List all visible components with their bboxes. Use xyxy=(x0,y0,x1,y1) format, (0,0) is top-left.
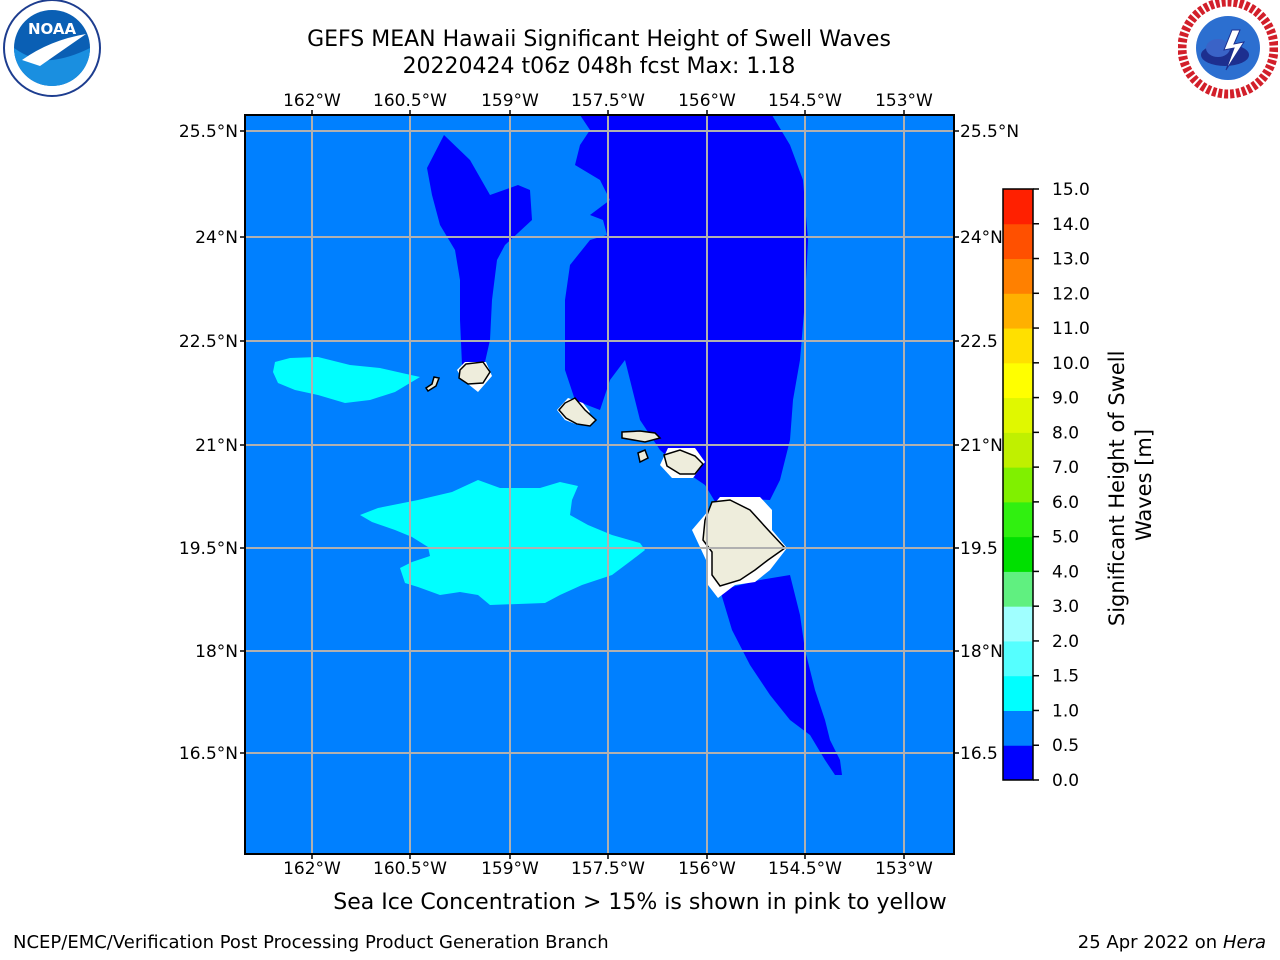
lon-label-bottom: 156°W xyxy=(678,859,736,879)
lat-label-right: 21°N xyxy=(960,436,1003,456)
colorbar-band xyxy=(1003,501,1033,538)
island-lanai xyxy=(637,449,649,464)
colorbar-tick-label: 1.0 xyxy=(1052,701,1079,721)
chart-subtitle: 20220424 t06z 048h fcst Max: 1.18 xyxy=(402,54,796,79)
colorbar-tick-label: 6.0 xyxy=(1052,493,1079,513)
chart-title: GEFS MEAN Hawaii Significant Height of S… xyxy=(307,27,891,52)
footer-host: Hera xyxy=(1222,932,1266,953)
lon-label-top: 153°W xyxy=(875,91,933,111)
island-big-island xyxy=(702,499,787,587)
colorbar-label-line2: Waves [m] xyxy=(1132,429,1156,541)
lat-label-right: 19.5 xyxy=(960,539,998,559)
lat-label-left: 21°N xyxy=(195,436,238,456)
nws-logo xyxy=(1178,0,1278,99)
lat-label-right: 25.5°N xyxy=(960,122,1019,142)
swell-band-low-south xyxy=(720,575,842,775)
lat-label-left: 19.5°N xyxy=(179,539,238,559)
colorbar-tick-label: 8.0 xyxy=(1052,423,1079,443)
lon-label-top: 154.5°W xyxy=(768,91,842,111)
colorbar-tick-label: 3.0 xyxy=(1052,597,1079,617)
colorbar-band xyxy=(1003,432,1033,468)
footer-date: 25 Apr 2022 on Hera xyxy=(1078,932,1266,953)
colorbar-tick-label: 14.0 xyxy=(1052,215,1090,235)
lat-label-right: 22.5 xyxy=(960,332,998,352)
lon-label-bottom: 159°W xyxy=(481,859,539,879)
lon-label-bottom: 160.5°W xyxy=(373,859,447,879)
colorbar-tick-label: 0.0 xyxy=(1052,771,1079,791)
island-oahu xyxy=(558,397,598,427)
lat-label-right: 24°N xyxy=(960,228,1003,248)
noaa-logo: NOAA xyxy=(3,0,101,97)
lon-label-bottom: 157.5°W xyxy=(571,859,645,879)
lon-label-bottom: 162°W xyxy=(283,859,341,879)
noaa-logo-text: NOAA xyxy=(28,20,77,38)
colorbar-band xyxy=(1003,606,1033,642)
colorbar-band xyxy=(1003,293,1033,329)
swell-band-high-west xyxy=(273,357,420,403)
colorbar-band xyxy=(1003,397,1033,433)
swell-band-high-south xyxy=(360,480,645,605)
lon-label-top: 162°W xyxy=(283,91,341,111)
colorbar-band xyxy=(1003,745,1033,781)
lon-label-top: 160.5°W xyxy=(373,91,447,111)
colorbar: 0.0 0.5 1.0 1.5 2.0 3.0 4.0 5.0 6.0 7.0 8.0 9.0 10.0… xyxy=(1002,180,1090,791)
colorbar-band xyxy=(1003,710,1033,746)
colorbar-tick-label: 9.0 xyxy=(1052,389,1079,409)
island-niihau xyxy=(424,376,441,393)
lat-label-left: 18°N xyxy=(195,642,238,662)
footer-credit: NCEP/EMC/Verification Post Processing Pr… xyxy=(13,932,609,953)
lon-label-bottom: 153°W xyxy=(875,859,933,879)
axis-tick-labels: 162°W 162°W 160.5°W 160.5°W 159°W 159°W 157.5°… xyxy=(179,91,1019,879)
footer-date-text: 25 Apr 2022 on xyxy=(1077,932,1223,953)
sea-ice-note: Sea Ice Concentration > 15% is shown in … xyxy=(333,890,947,915)
colorbar-tick-label: 1.5 xyxy=(1052,667,1079,687)
colorbar-band xyxy=(1003,258,1033,294)
colorbar-tick-label: 7.0 xyxy=(1052,458,1079,478)
island-kauai xyxy=(458,361,491,385)
colorbar-tick-label: 15.0 xyxy=(1052,180,1090,200)
colorbar-band xyxy=(1003,189,1033,225)
lon-label-top: 156°W xyxy=(678,91,736,111)
colorbar-tick-label: 5.0 xyxy=(1052,528,1079,548)
colorbar-tick-label: 4.0 xyxy=(1052,562,1079,582)
map-frame xyxy=(244,114,955,855)
swell-band-low-main xyxy=(565,115,808,505)
island-molokai xyxy=(621,430,662,443)
colorbar-band xyxy=(1003,223,1033,260)
colorbar-tick-label: 11.0 xyxy=(1052,319,1090,339)
swell-band-low-kauai-north xyxy=(427,135,532,365)
colorbar-band xyxy=(1003,467,1033,503)
lat-label-left: 16.5°N xyxy=(179,744,238,764)
lon-label-top: 159°W xyxy=(481,91,539,111)
colorbar-label: Significant Height of Swell Waves [m] xyxy=(1105,344,1156,626)
ocean-background xyxy=(245,115,954,854)
colorbar-band xyxy=(1003,362,1033,399)
colorbar-tick-label: 13.0 xyxy=(1052,250,1090,270)
lat-label-left: 22.5°N xyxy=(179,332,238,352)
lat-label-left: 24°N xyxy=(195,228,238,248)
lon-label-bottom: 154.5°W xyxy=(768,859,842,879)
colorbar-band xyxy=(1003,536,1033,572)
colorbar-frame xyxy=(1002,188,1034,781)
lat-label-right: 18°N xyxy=(960,642,1003,662)
lat-label-right: 16.5 xyxy=(960,744,998,764)
colorbar-band xyxy=(1003,328,1033,364)
colorbar-tick-label: 2.0 xyxy=(1052,632,1079,652)
gridlines xyxy=(245,115,954,854)
lat-label-left: 25.5°N xyxy=(179,122,238,142)
colorbar-band xyxy=(1003,640,1033,677)
island-maui xyxy=(663,449,705,475)
colorbar-band xyxy=(1003,675,1033,711)
colorbar-tick-label: 12.0 xyxy=(1052,284,1090,304)
colorbar-band xyxy=(1003,571,1033,607)
colorbar-tick-label: 0.5 xyxy=(1052,736,1079,756)
colorbar-label-line1: Significant Height of Swell xyxy=(1105,351,1129,627)
colorbar-tick-label: 10.0 xyxy=(1052,354,1090,374)
map-panel xyxy=(245,115,954,854)
lon-label-top: 157.5°W xyxy=(571,91,645,111)
